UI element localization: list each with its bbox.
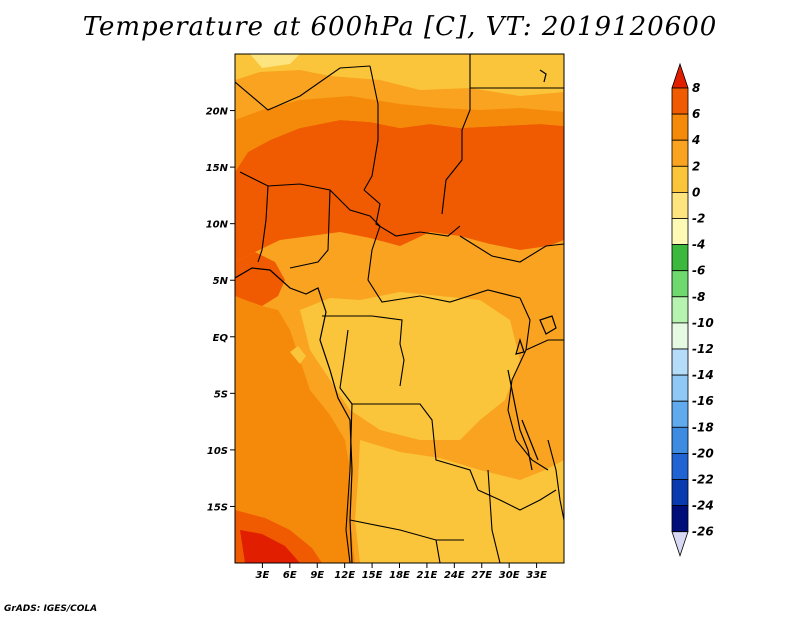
colorbar-label: -24 — [692, 499, 714, 513]
colorbar-label: -22 — [692, 473, 714, 487]
colorbar-label: -10 — [692, 316, 714, 330]
lon-tick-label: 27E — [471, 570, 492, 581]
texture-speckles — [290, 346, 488, 400]
colorbar-segment — [671, 348, 689, 376]
colorbar-segment — [671, 296, 689, 324]
lon-tick-label: 18E — [389, 570, 410, 581]
band-4-6-north — [235, 96, 564, 172]
colorbar-segment — [671, 479, 689, 507]
colorbar-segment — [671, 400, 689, 428]
colorbar-segment — [671, 505, 689, 533]
lat-tick-label: 5N — [213, 276, 229, 287]
colorbar-segment — [671, 244, 689, 272]
colorbar-segment — [671, 270, 689, 298]
longitude-axis: 3E 6E 9E 12E 15E 18E 21E 24E 27E 30E 33E — [256, 563, 547, 581]
colorbar-segment — [671, 191, 689, 219]
lat-tick-label: 5S — [214, 389, 228, 400]
temperature-field — [235, 54, 564, 563]
lat-tick-label: 15S — [207, 502, 228, 513]
grads-credit: GrADS: IGES/COLA — [4, 604, 98, 614]
lat-tick-label: 10N — [206, 220, 229, 231]
colorbar-arrow-bottom — [671, 531, 689, 557]
colorbar-label: -16 — [692, 394, 714, 408]
colorbar-label: 2 — [692, 159, 700, 173]
colorbar-label: -2 — [692, 212, 705, 226]
colorbar-segment — [671, 139, 689, 167]
lon-tick-label: 12E — [334, 570, 355, 581]
band-4-6-sahel — [235, 120, 564, 262]
lat-tick-label: EQ — [213, 333, 229, 344]
colorbar-label: -14 — [692, 368, 714, 382]
lon-tick-label: 9E — [310, 570, 324, 581]
colorbar-label: -6 — [692, 264, 705, 278]
colorbar-label: -20 — [692, 446, 714, 460]
colorbar-segment — [671, 218, 689, 246]
colorbar-segment — [671, 426, 689, 454]
colorbar-label: -12 — [692, 342, 714, 356]
lon-tick-label: 33E — [526, 570, 547, 581]
colorbar-segment — [671, 165, 689, 193]
lat-tick-label: 15N — [206, 163, 229, 174]
colorbar-label: -18 — [692, 420, 714, 434]
lon-tick-label: 21E — [417, 570, 438, 581]
chart-title: Temperature at 600hPa [C], VT: 201912060… — [82, 12, 718, 42]
coastlines — [235, 69, 557, 563]
colorbar-segment — [671, 322, 689, 350]
colorbar-segment — [671, 87, 689, 115]
lon-tick-label: 3E — [256, 570, 270, 581]
colorbar-segment — [671, 374, 689, 402]
colorbar-label: 4 — [691, 133, 700, 147]
colorbar-label: -26 — [692, 525, 714, 539]
band-4-6-guinea — [235, 252, 285, 306]
colorbar-arrow-top — [671, 62, 689, 89]
colorbar-label: 6 — [692, 107, 700, 121]
lat-tick-label: 10S — [207, 446, 228, 457]
lon-tick-label: 24E — [444, 570, 465, 581]
colorbar-label: -4 — [692, 238, 705, 252]
colorbar-label: -8 — [692, 290, 705, 304]
colorbar-label: 8 — [692, 81, 700, 95]
colorbar-label: 0 — [692, 185, 700, 199]
latitude-axis: 20N 15N 10N 5N EQ 5S 10S 15S — [206, 107, 235, 513]
colorbar-segment — [671, 452, 689, 480]
lon-tick-label: 30E — [499, 570, 520, 581]
band-m2-0-north — [250, 54, 300, 68]
lat-tick-label: 20N — [206, 107, 229, 118]
band-0-2-north — [235, 54, 564, 96]
lon-tick-label: 6E — [283, 570, 297, 581]
band-8up-sw — [240, 530, 300, 563]
colorbar-segment — [671, 113, 689, 141]
band-0-2-basin — [300, 292, 520, 440]
lon-tick-label: 15E — [362, 570, 383, 581]
